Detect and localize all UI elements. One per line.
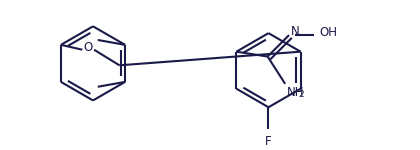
- Text: N: N: [291, 25, 300, 38]
- Text: NH: NH: [287, 86, 304, 99]
- Text: OH: OH: [319, 26, 337, 39]
- Text: F: F: [265, 135, 272, 148]
- Text: O: O: [84, 41, 93, 54]
- Text: 2: 2: [299, 90, 304, 99]
